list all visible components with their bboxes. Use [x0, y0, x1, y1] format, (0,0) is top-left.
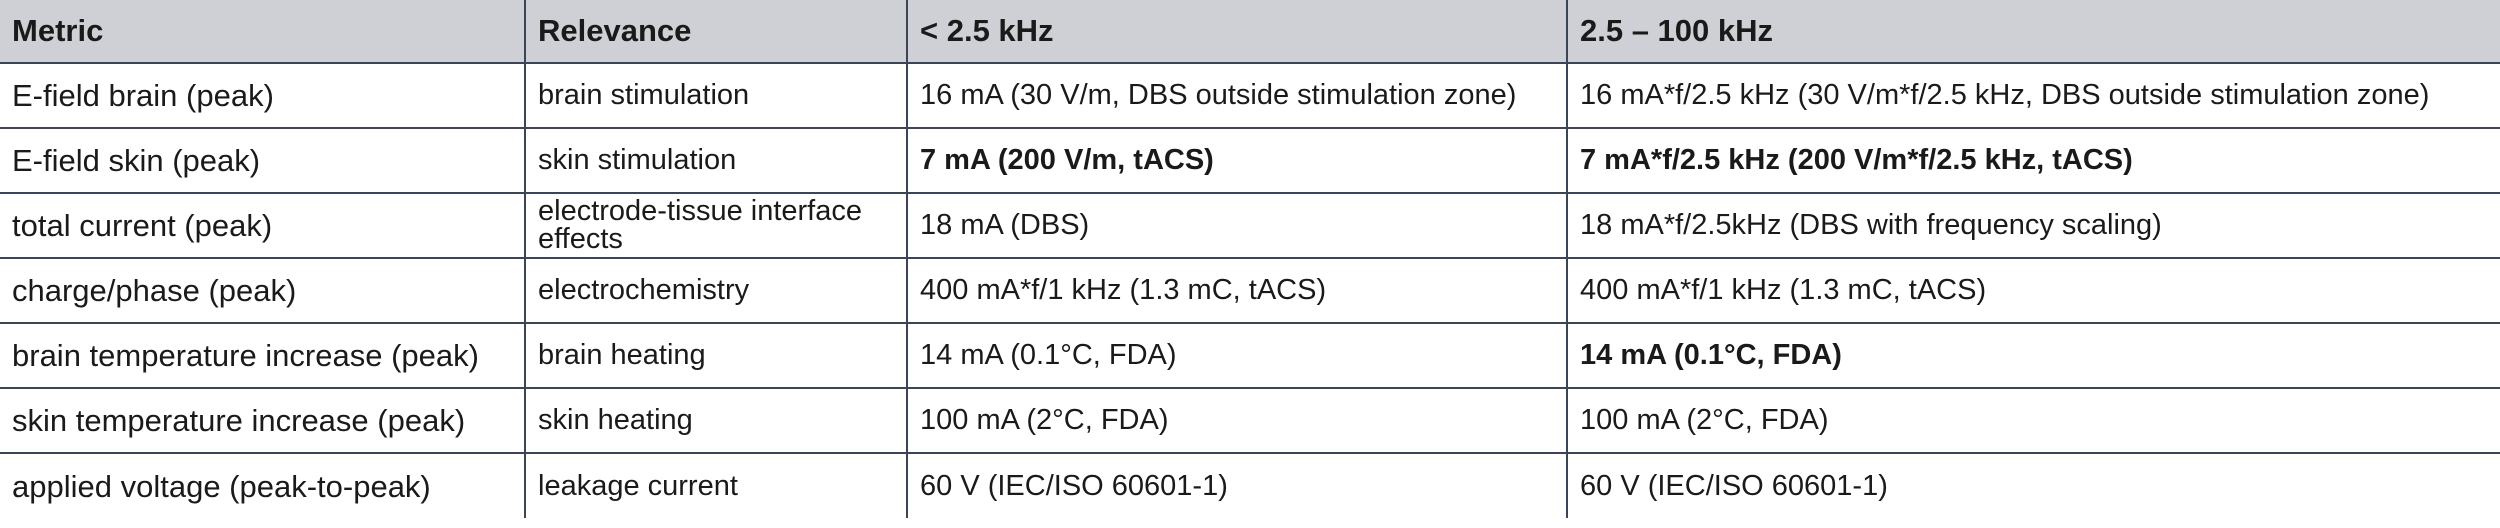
relevance-cell: brain stimulation [524, 62, 908, 129]
high-frequency-cell: 60 V (IEC/ISO 60601-1) [1566, 452, 2500, 518]
low-frequency-cell: 18 mA (DBS) [906, 192, 1568, 259]
high-frequency-cell: 100 mA (2°C, FDA) [1566, 387, 2500, 454]
header-row: Metric Relevance < 2.5 kHz 2.5 – 100 kHz [0, 0, 2500, 64]
table-row: total current (peak) electrode-tissue in… [0, 192, 2500, 259]
header-metric: Metric [0, 0, 526, 64]
table-row: E-field skin (peak) skin stimulation 7 m… [0, 127, 2500, 194]
low-frequency-cell: 100 mA (2°C, FDA) [906, 387, 1568, 454]
relevance-cell: brain heating [524, 322, 908, 389]
header-low-frequency: < 2.5 kHz [906, 0, 1568, 64]
high-frequency-cell: 14 mA (0.1°C, FDA) [1566, 322, 2500, 389]
metric-cell: E-field skin (peak) [0, 127, 526, 194]
low-frequency-cell: 14 mA (0.1°C, FDA) [906, 322, 1568, 389]
high-frequency-cell: 16 mA*f/2.5 kHz (30 V/m*f/2.5 kHz, DBS o… [1566, 62, 2500, 129]
relevance-cell: leakage current [524, 452, 908, 518]
relevance-cell: electrode-tissue interface effects [524, 192, 908, 259]
low-frequency-cell: 7 mA (200 V/m, tACS) [906, 127, 1568, 194]
table-row: E-field brain (peak) brain stimulation 1… [0, 62, 2500, 129]
metric-cell: applied voltage (peak-to-peak) [0, 452, 526, 518]
low-frequency-cell: 60 V (IEC/ISO 60601-1) [906, 452, 1568, 518]
relevance-cell: electrochemistry [524, 257, 908, 324]
metric-cell: skin temperature increase (peak) [0, 387, 526, 454]
table-row: applied voltage (peak-to-peak) leakage c… [0, 452, 2500, 518]
high-frequency-cell: 400 mA*f/1 kHz (1.3 mC, tACS) [1566, 257, 2500, 324]
low-frequency-cell: 400 mA*f/1 kHz (1.3 mC, tACS) [906, 257, 1568, 324]
metric-cell: E-field brain (peak) [0, 62, 526, 129]
header-high-frequency: 2.5 – 100 kHz [1566, 0, 2500, 64]
table-row: brain temperature increase (peak) brain … [0, 322, 2500, 389]
relevance-cell: skin stimulation [524, 127, 908, 194]
metric-cell: brain temperature increase (peak) [0, 322, 526, 389]
low-frequency-cell: 16 mA (30 V/m, DBS outside stimulation z… [906, 62, 1568, 129]
table-row: skin temperature increase (peak) skin he… [0, 387, 2500, 454]
metric-cell: total current (peak) [0, 192, 526, 259]
high-frequency-cell: 7 mA*f/2.5 kHz (200 V/m*f/2.5 kHz, tACS) [1566, 127, 2500, 194]
relevance-cell: skin heating [524, 387, 908, 454]
header-relevance: Relevance [524, 0, 908, 64]
table-row: charge/phase (peak) electrochemistry 400… [0, 257, 2500, 324]
metric-cell: charge/phase (peak) [0, 257, 526, 324]
high-frequency-cell: 18 mA*f/2.5kHz (DBS with frequency scali… [1566, 192, 2500, 259]
